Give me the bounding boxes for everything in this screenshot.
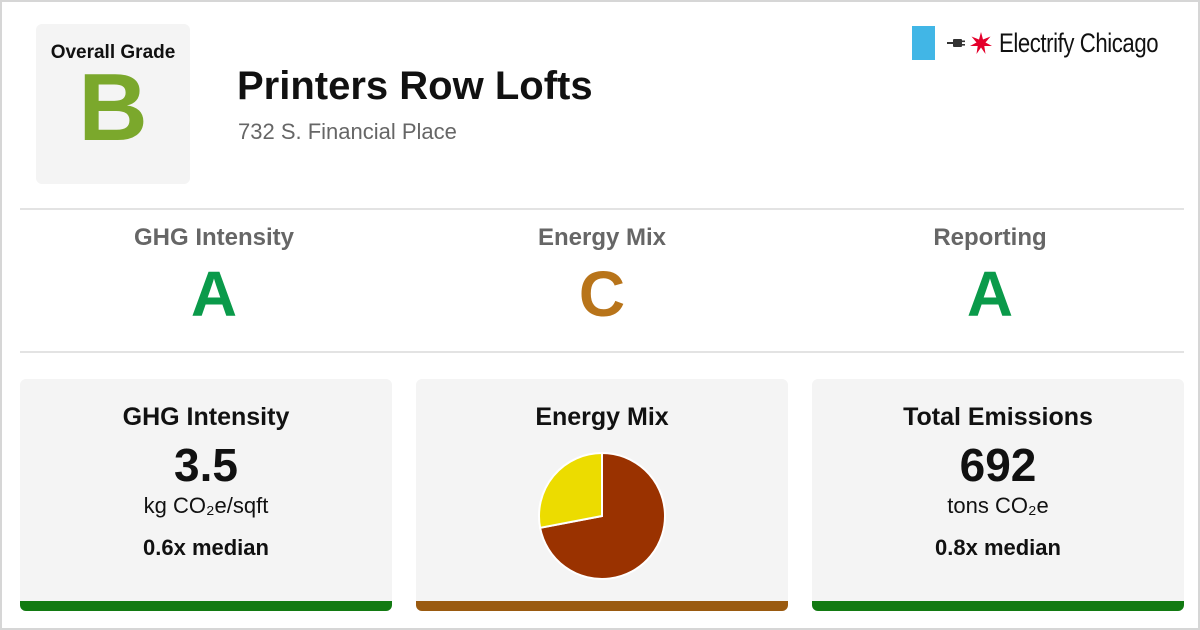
star-icon <box>970 32 992 54</box>
grade-letter-reporting: A <box>966 258 1014 330</box>
total-emissions-card: Total Emissions 692 tons CO₂e 0.8x media… <box>812 379 1184 611</box>
grade-letter-ghg: A <box>190 258 238 330</box>
card-value-total: 692 <box>959 439 1037 491</box>
card-bar-mix <box>416 601 788 611</box>
card-title-total: Total Emissions <box>903 403 1093 431</box>
logo-text: Electrify Chicago <box>999 27 1159 58</box>
energy-mix-card: Energy Mix <box>416 379 788 611</box>
card-title-ghg: GHG Intensity <box>122 403 290 431</box>
card-unit-total: tons CO₂e <box>947 492 1049 518</box>
grade-label-ghg: GHG Intensity <box>133 224 295 251</box>
ghg-intensity-card: GHG Intensity 3.5 kg CO₂e/sqft 0.6x medi… <box>20 379 392 611</box>
divider-bottom <box>20 351 1184 353</box>
overall-grade-box: Overall Grade B <box>36 24 190 184</box>
card-unit-ghg: kg CO₂e/sqft <box>143 492 269 518</box>
card-bar-total <box>812 601 1184 611</box>
grade-cell-reporting: Reporting A <box>796 224 1184 344</box>
card-bar-ghg <box>20 601 392 611</box>
overall-grade-letter: B <box>78 54 148 161</box>
overall-grade-label: Overall Grade <box>50 42 176 63</box>
building-address: 732 S. Financial Place <box>238 119 457 144</box>
grade-label-energy-mix: Energy Mix <box>537 224 667 251</box>
card-title-mix: Energy Mix <box>535 403 669 431</box>
card-value-ghg: 3.5 <box>174 439 238 491</box>
logo-blue-bar <box>912 26 935 60</box>
grade-cell-ghg: GHG Intensity A <box>20 224 408 344</box>
building-name: Printers Row Lofts <box>237 64 593 108</box>
electrify-chicago-logo[interactable]: Electrify Chicago <box>912 26 1174 60</box>
divider-top <box>20 208 1184 210</box>
grade-label-reporting: Reporting <box>933 224 1047 251</box>
energy-mix-pie-chart <box>538 451 666 580</box>
card-median-ghg: 0.6x median <box>143 534 269 560</box>
card-median-total: 0.8x median <box>935 534 1061 560</box>
grade-cell-energy-mix: Energy Mix C <box>408 224 796 344</box>
plug-icon <box>947 39 965 47</box>
grade-row: GHG Intensity A Energy Mix C Reporting A <box>20 224 1184 344</box>
pie-slice-1 <box>538 451 603 529</box>
grade-letter-energy-mix: C <box>578 258 626 330</box>
